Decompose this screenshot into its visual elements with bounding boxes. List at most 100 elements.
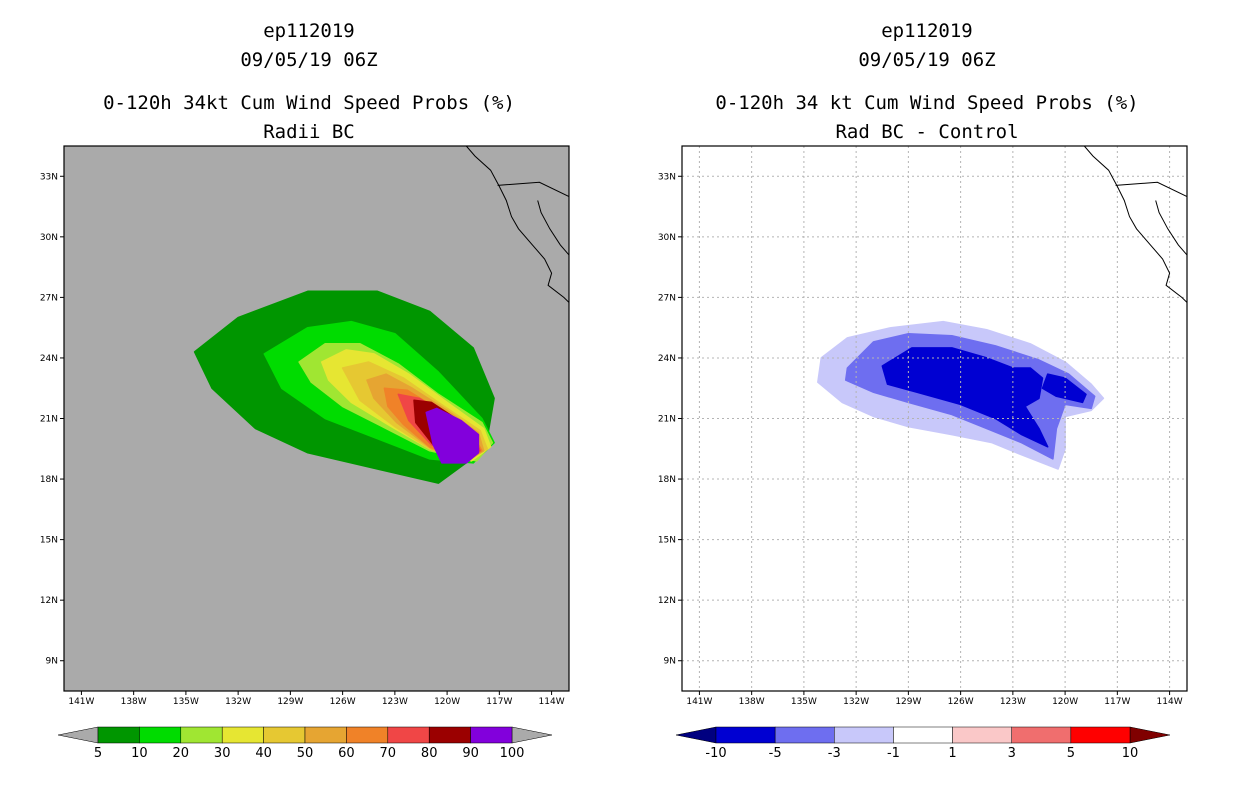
colorbar-label: 60 — [338, 746, 355, 761]
colorbar-swatch — [952, 726, 1012, 744]
colorbar-swatch — [221, 726, 264, 744]
y-tick-label: 15N — [40, 536, 58, 546]
colorbar-label: -3 — [828, 746, 841, 761]
y-tick-label: 24N — [40, 354, 58, 364]
x-tick-label: 132W — [843, 697, 869, 707]
coastline — [1083, 146, 1187, 304]
y-tick-label: 27N — [658, 293, 676, 303]
x-tick-label: 120W — [1052, 697, 1078, 707]
colorbar-label: 20 — [173, 746, 190, 761]
x-tick-label: 126W — [330, 697, 356, 707]
chart-subtitle: Rad BC - Control — [835, 121, 1019, 143]
colorbar: -10 -5 -3 -1 1 3 5 10 — [675, 726, 1171, 761]
colorbar-under-arrow — [675, 726, 717, 744]
datetime: 09/05/19 06Z — [240, 49, 378, 71]
storm-id: ep112019 — [263, 20, 355, 42]
colorbar-swatch — [304, 726, 347, 744]
x-tick-label: 114W — [1157, 697, 1183, 707]
x-tick-label: 132W — [225, 697, 251, 707]
colorbar: 5 10 20 30 40 50 60 70 80 90 100 — [57, 726, 553, 761]
colorbar-label: 5 — [94, 746, 102, 761]
y-tick-label: 27N — [40, 293, 58, 303]
colorbar-label: -5 — [769, 746, 782, 761]
chart-plot: 141W 138W 135W 132W 129W 126W 123W 120W 117W 114W… — [658, 145, 1188, 761]
colorbar-label: 10 — [1122, 746, 1139, 761]
x-tick-label: 123W — [1000, 697, 1026, 707]
x-tick-label: 117W — [1104, 697, 1130, 707]
chart-subtitle: Radii BC — [263, 121, 355, 143]
y-tick-label: 33N — [658, 172, 676, 182]
chart-title: 0-120h 34 kt Cum Wind Speed Probs (%) — [715, 92, 1139, 114]
colorbar-label: 5 — [1067, 746, 1075, 761]
x-tick-label: 135W — [173, 697, 199, 707]
colorbar-swatch — [1070, 726, 1131, 744]
colorbar-label: 30 — [214, 746, 231, 761]
colorbar-over-arrow — [1129, 726, 1171, 744]
contour--10 — [881, 347, 1049, 448]
x-tick-label: 141W — [686, 697, 712, 707]
colorbar-label: 10 — [131, 746, 148, 761]
x-tick-label: 123W — [382, 697, 408, 707]
colorbar-label: 3 — [1008, 746, 1016, 761]
colorbar-swatch — [893, 726, 953, 744]
colorbar-label: 1 — [948, 746, 956, 761]
y-tick-label: 30N — [40, 233, 58, 243]
colorbar-swatch — [1011, 726, 1072, 744]
colorbar-swatch — [180, 726, 223, 744]
colorbar-swatch — [774, 726, 835, 744]
colorbar-label: 80 — [421, 746, 438, 761]
colorbar-swatch — [97, 726, 140, 744]
colorbar-swatch — [263, 726, 306, 744]
y-tick-label: 12N — [658, 596, 676, 606]
plot-area — [682, 146, 1187, 691]
border-line — [1115, 181, 1187, 197]
y-tick-label: 33N — [40, 172, 58, 182]
chart-title: 0-120h 34kt Cum Wind Speed Probs (%) — [103, 92, 515, 114]
axis-ticks: 141W 138W 135W 132W 129W 126W 123W 120W 117W 114W… — [40, 172, 565, 707]
colorbar-swatch — [346, 726, 389, 744]
x-tick-label: 129W — [277, 697, 303, 707]
y-tick-label: 18N — [40, 475, 58, 485]
colorbar-label: -1 — [887, 746, 900, 761]
chart-plot: 141W 138W 135W 132W 129W 126W 123W 120W 117W 114W… — [40, 145, 570, 761]
y-tick-label: 30N — [658, 233, 676, 243]
colorbar-label: 70 — [380, 746, 397, 761]
y-tick-label: 12N — [40, 596, 58, 606]
colorbar-swatch — [470, 726, 513, 744]
colorbar-swatch — [715, 726, 776, 744]
x-tick-label: 114W — [539, 697, 565, 707]
x-tick-label: 126W — [948, 697, 974, 707]
axis-ticks: 141W 138W 135W 132W 129W 126W 123W 120W 117W 114W… — [658, 172, 1183, 707]
colorbar-swatch — [139, 726, 182, 744]
coastline — [537, 200, 569, 256]
y-tick-label: 9N — [664, 657, 676, 667]
y-tick-label: 21N — [658, 415, 676, 425]
y-tick-label: 15N — [658, 536, 676, 546]
x-tick-label: 129W — [895, 697, 921, 707]
contour-100 — [435, 413, 478, 462]
colorbar-under-arrow — [57, 726, 99, 744]
x-tick-label: 138W — [739, 697, 765, 707]
colorbar-label: 40 — [255, 746, 272, 761]
x-tick-label: 135W — [791, 697, 817, 707]
colorbar-over-arrow — [511, 726, 553, 744]
colorbar-label: -10 — [705, 746, 726, 761]
x-tick-label: 120W — [434, 697, 460, 707]
datetime: 09/05/19 06Z — [858, 49, 996, 71]
storm-id: ep112019 — [881, 20, 973, 42]
chart-panel-right: ep112019 09/05/19 06Z 0-120h 34 kt Cum W… — [618, 0, 1236, 800]
colorbar-swatch — [387, 726, 430, 744]
colorbar-swatch — [834, 726, 894, 744]
coastline — [465, 146, 569, 304]
chart-panel-left: ep112019 09/05/19 06Z 0-120h 34kt Cum Wi… — [40, 20, 570, 761]
colorbar-swatch — [428, 726, 471, 744]
colorbar-label: 100 — [500, 746, 525, 761]
coastline — [1155, 200, 1187, 256]
y-tick-label: 18N — [658, 475, 676, 485]
colorbar-label: 90 — [462, 746, 479, 761]
plot-area — [193, 146, 569, 484]
border-line — [497, 181, 569, 197]
x-tick-label: 117W — [486, 697, 512, 707]
y-tick-label: 21N — [40, 415, 58, 425]
x-tick-label: 141W — [68, 697, 94, 707]
